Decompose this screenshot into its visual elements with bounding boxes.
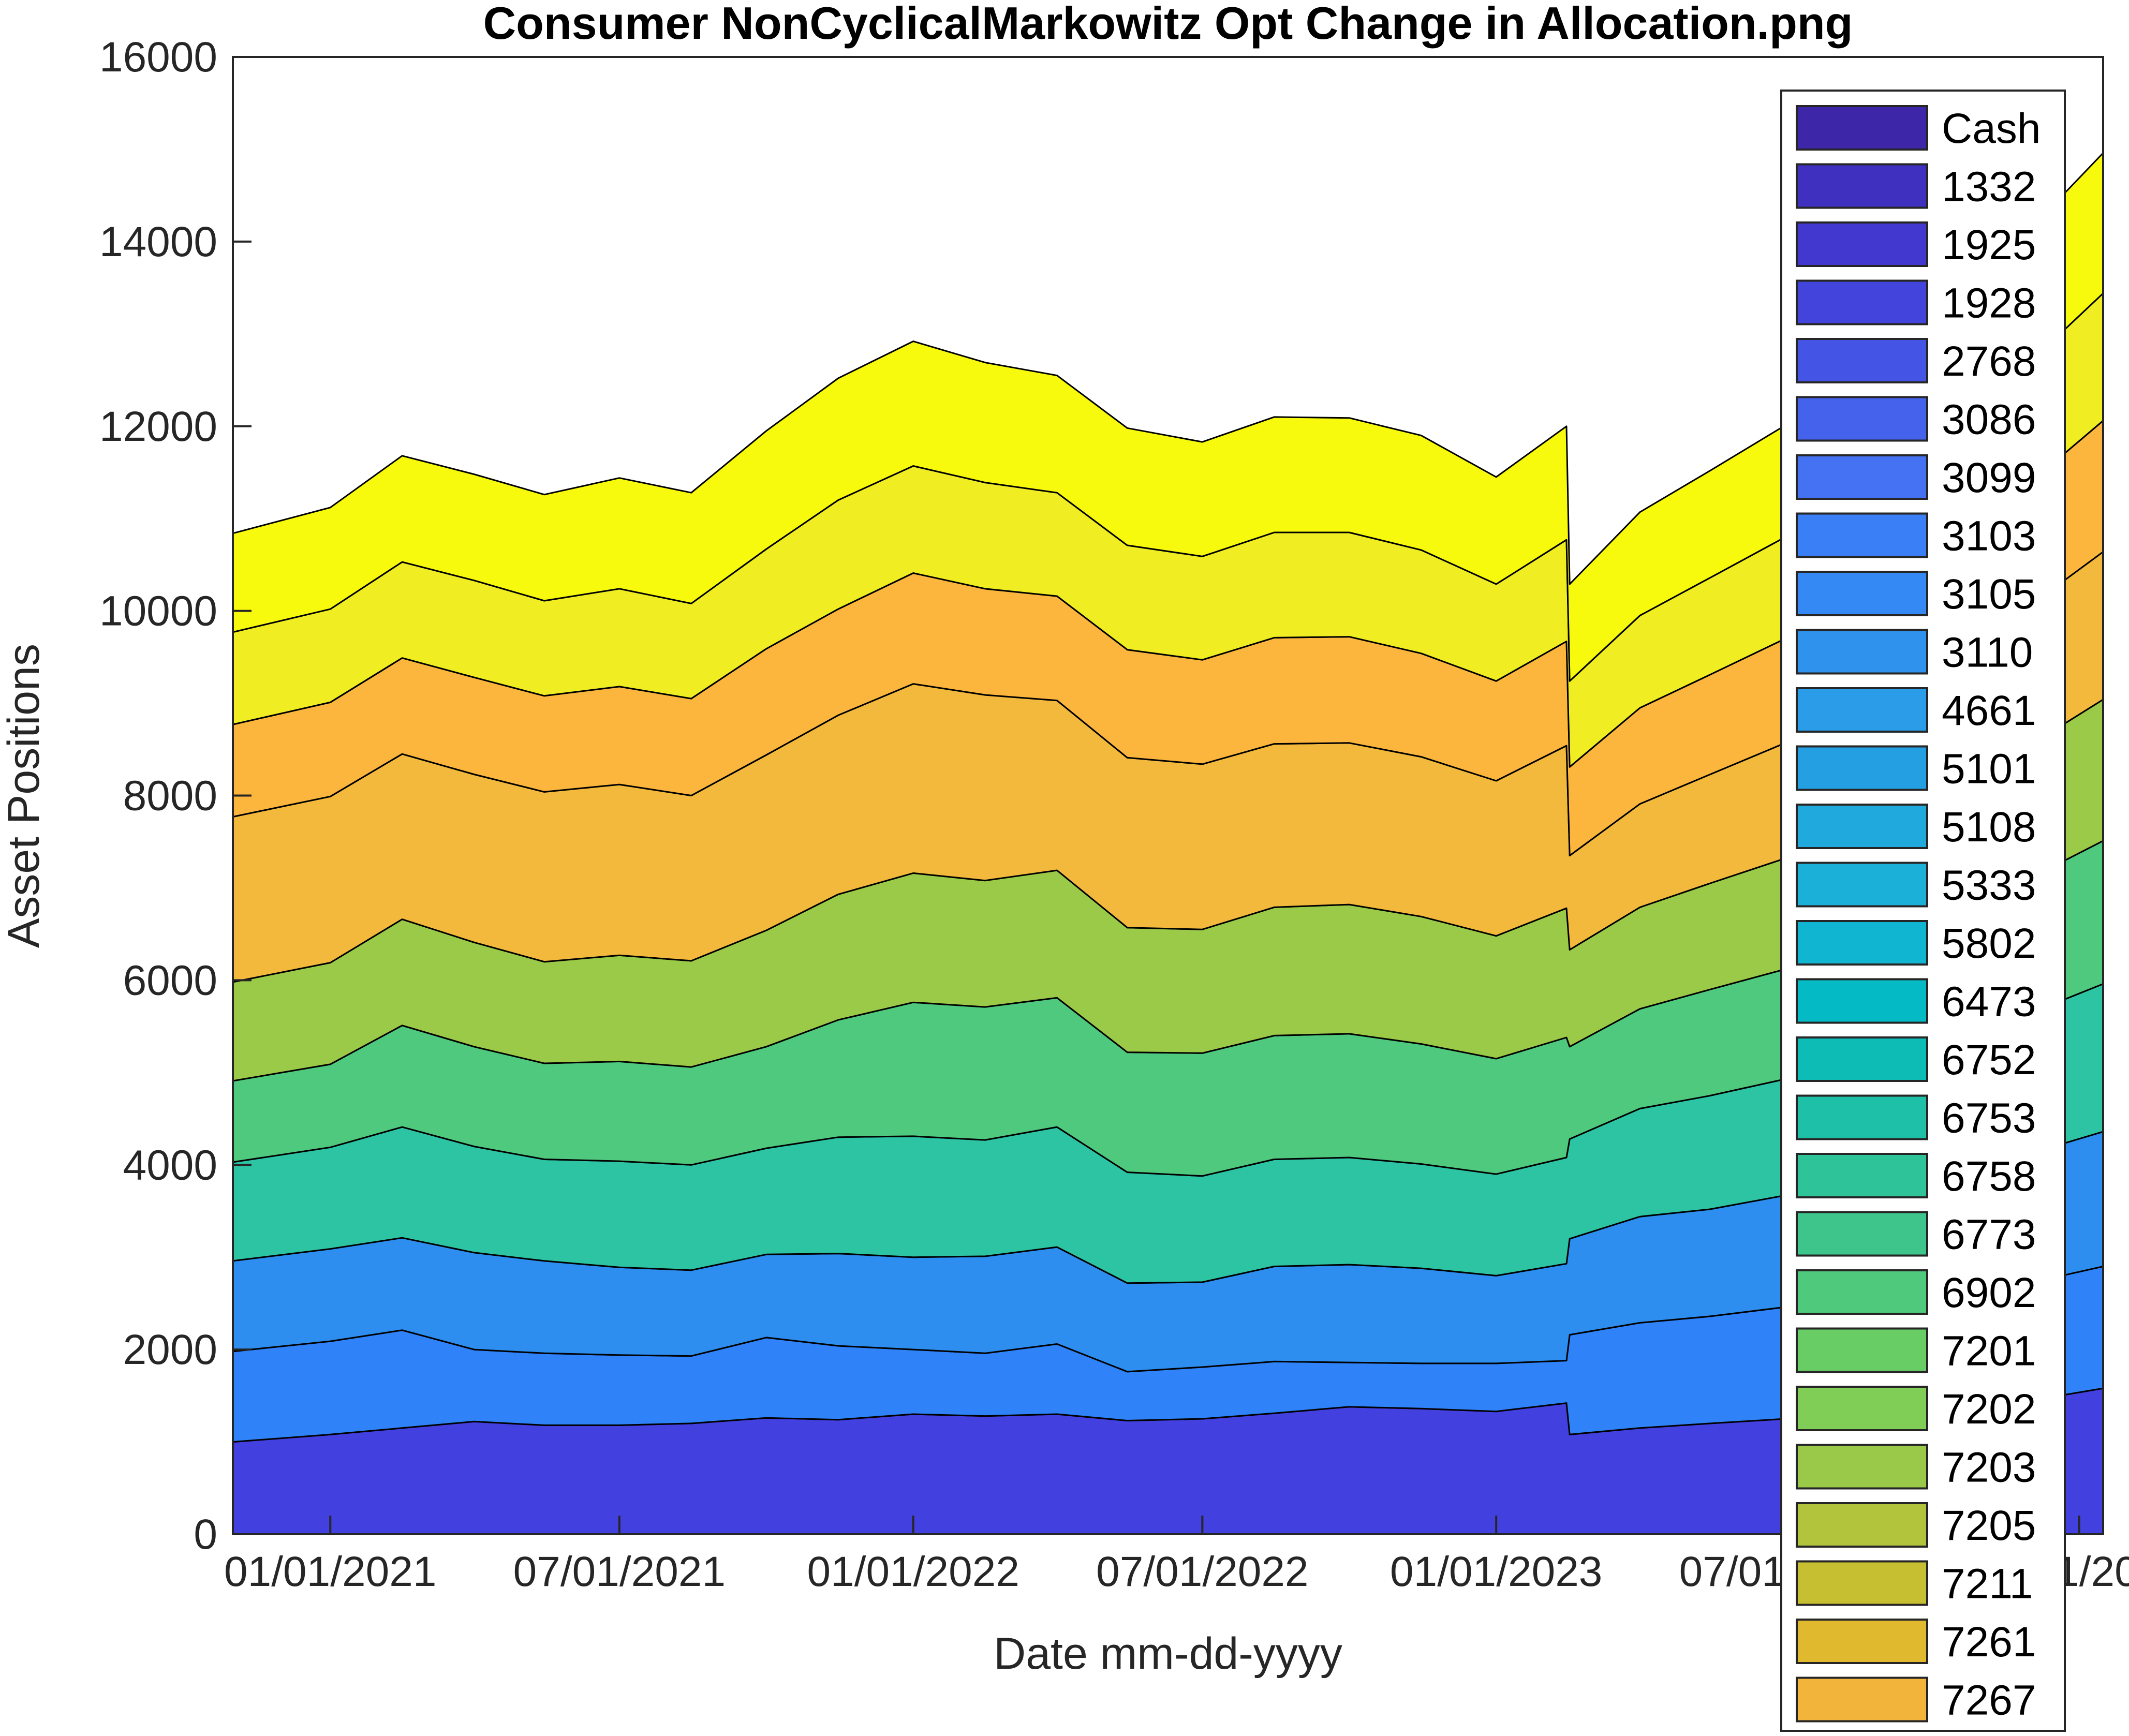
legend-label: 5333 <box>1942 862 2036 909</box>
legend-swatch <box>1796 629 1928 675</box>
legend-label: Cash <box>1942 105 2041 152</box>
legend-label: 5108 <box>1942 804 2036 851</box>
legend-swatch <box>1796 396 1928 442</box>
legend-swatch <box>1796 1153 1928 1198</box>
legend-swatch <box>1796 1444 1928 1490</box>
legend-label: 3110 <box>1942 629 2033 676</box>
legend-swatch <box>1796 279 1928 325</box>
legend: Cash 1332 1925 1928 2768 3086 3099 3103 3105 3110… <box>1780 90 2066 1732</box>
legend-swatch <box>1796 920 1928 966</box>
legend-swatch <box>1796 1094 1928 1140</box>
legend-swatch <box>1796 1211 1928 1257</box>
legend-swatch <box>1796 338 1928 383</box>
y-tick-label: 6000 <box>123 957 217 1004</box>
legend-swatch <box>1796 1619 1928 1664</box>
legend-label: 5802 <box>1942 920 2036 967</box>
legend-label: 6758 <box>1942 1153 2036 1200</box>
legend-label: 3105 <box>1942 571 2036 618</box>
x-tick-label: 07/01/2021 <box>513 1548 726 1595</box>
legend-swatch <box>1796 745 1928 791</box>
legend-label: 5101 <box>1942 746 2036 793</box>
legend-label: 3086 <box>1942 396 2036 443</box>
legend-label: 7203 <box>1942 1444 2036 1491</box>
y-axis: 0 2000 4000 6000 8000 10000 12000 14000 16000 <box>99 34 252 1558</box>
x-tick-label: 01/01/2021 <box>224 1548 436 1595</box>
area-series-10 <box>233 152 2103 682</box>
y-tick-label: 14000 <box>99 218 217 265</box>
y-tick-label: 4000 <box>123 1141 217 1189</box>
legend-label: 2768 <box>1942 338 2036 385</box>
legend-label: 6753 <box>1942 1095 2036 1142</box>
legend-swatch <box>1796 978 1928 1024</box>
y-axis-label: Asset Positions <box>0 644 49 948</box>
legend-label: 6902 <box>1942 1269 2036 1316</box>
legend-swatch <box>1796 862 1928 908</box>
legend-label: 6773 <box>1942 1211 2036 1258</box>
legend-label: 7267 <box>1942 1677 2036 1724</box>
legend-label: 7205 <box>1942 1502 2036 1549</box>
legend-label: 3099 <box>1942 454 2036 501</box>
legend-swatch <box>1796 804 1928 849</box>
x-axis-label: Date mm-dd-yyyy <box>994 1629 1342 1679</box>
legend-label: 3103 <box>1942 513 2036 560</box>
legend-swatch <box>1796 571 1928 616</box>
chart-title: Consumer NonCyclicalMarkowitz Opt Change… <box>483 0 1853 49</box>
legend-swatch <box>1796 454 1928 500</box>
legend-swatch <box>1796 221 1928 267</box>
legend-swatch <box>1796 105 1928 151</box>
legend-label: 6752 <box>1942 1036 2036 1084</box>
y-tick-label: 10000 <box>99 588 217 635</box>
legend-label: 7261 <box>1942 1619 2036 1666</box>
x-tick-label: 01/01/2023 <box>1390 1548 1602 1595</box>
legend-label: 6473 <box>1942 978 2036 1026</box>
legend-label: 1332 <box>1942 164 2036 211</box>
legend-label: 7202 <box>1942 1386 2036 1433</box>
legend-swatch <box>1796 163 1928 209</box>
legend-label: 4661 <box>1942 687 2036 734</box>
legend-swatch <box>1796 1269 1928 1315</box>
legend-swatch <box>1796 1676 1928 1723</box>
x-tick-label: 07/01/2022 <box>1096 1548 1308 1595</box>
x-tick-label: 01/01/2022 <box>807 1548 1019 1595</box>
y-tick-label: 2000 <box>123 1326 217 1373</box>
y-tick-label: 0 <box>194 1511 217 1558</box>
y-tick-label: 12000 <box>99 403 217 450</box>
legend-swatch <box>1796 1560 1928 1606</box>
legend-swatch <box>1796 1036 1928 1082</box>
stacked-areas <box>233 152 2103 1534</box>
legend-label: 7211 <box>1942 1561 2033 1608</box>
legend-label: 7201 <box>1942 1328 2036 1375</box>
legend-swatch <box>1796 1502 1928 1548</box>
legend-label: 1928 <box>1942 280 2036 327</box>
legend-swatch <box>1796 512 1928 558</box>
legend-swatch <box>1796 1327 1928 1373</box>
legend-label: 1925 <box>1942 221 2036 269</box>
legend-swatch <box>1796 1386 1928 1431</box>
legend-swatch <box>1796 687 1928 733</box>
y-tick-label: 16000 <box>99 34 217 81</box>
y-tick-label: 8000 <box>123 773 217 820</box>
